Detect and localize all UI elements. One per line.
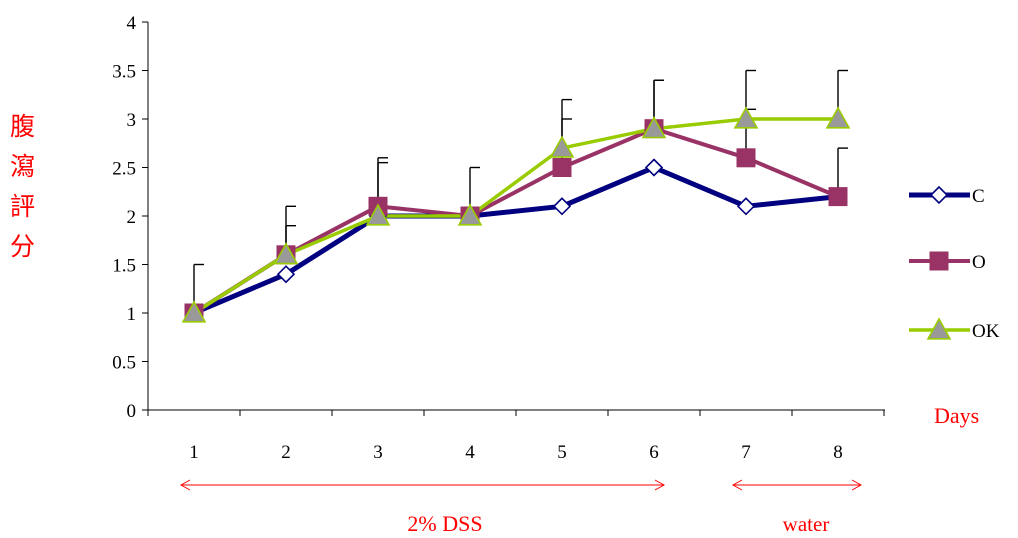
data-point-ok: [181, 300, 207, 323]
legend-label-o: O: [972, 252, 986, 273]
data-point-c: [552, 197, 572, 216]
x-axis-ticks: 1 2 3 4 5 6 7 8: [147, 410, 885, 463]
annotation-arrow-head: [851, 479, 863, 491]
x-tick-label: 3: [373, 442, 383, 463]
y-axis-label-char: 評: [10, 192, 35, 221]
y-tick-label: 0: [127, 401, 137, 422]
data-point-ok: [365, 203, 391, 226]
y-tick-label: 2.5: [112, 159, 136, 180]
annotation-arrow-head: [654, 479, 666, 491]
x-tick-label: 7: [741, 442, 751, 463]
data-point-c: [736, 197, 756, 216]
data-point-c: [276, 265, 296, 284]
y-tick-label: 4: [127, 13, 137, 34]
data-point-ok: [733, 106, 759, 129]
legend-marker-ok: [926, 317, 952, 340]
y-axis-label-char: 分: [10, 232, 35, 261]
error-bars: [193, 69, 848, 313]
x-tick-label: 2: [281, 442, 291, 463]
series-line-ok: [193, 117, 838, 315]
y-tick-label: 3.5: [112, 62, 136, 83]
axes: [147, 22, 885, 411]
x-axis-label: Days: [934, 403, 979, 428]
legend: C O OK: [909, 185, 1000, 342]
x-tick-label: 6: [649, 442, 659, 463]
x-tick-label: 1: [189, 442, 199, 463]
data-point-c: [644, 158, 664, 177]
data-point-ok: [273, 242, 299, 265]
annotations: 2% DSS water: [179, 479, 863, 536]
data-point-ok: [457, 203, 483, 226]
data-point-ok: [825, 106, 851, 129]
data-point-o: [828, 187, 848, 207]
y-tick-label: 1: [127, 304, 137, 325]
legend-label-ok: OK: [972, 321, 1000, 342]
annotation-arrow-head: [731, 479, 743, 491]
y-axis-label-char: 腹: [10, 112, 35, 141]
y-tick-label: 0.5: [112, 353, 136, 374]
data-point-o: [736, 148, 756, 168]
data-point-ok: [641, 116, 667, 139]
x-tick-label: 5: [557, 442, 567, 463]
y-tick-label: 3: [127, 110, 137, 131]
x-tick-label: 4: [465, 442, 475, 463]
x-tick-label: 8: [833, 442, 843, 463]
legend-marker-o: [929, 251, 949, 271]
data-point-o: [552, 158, 572, 177]
y-axis-ticks: 0 0.5 1 1.5 2 2.5 3 3.5 4: [112, 13, 148, 422]
series-line-c: [193, 165, 839, 316]
legend-marker-c: [929, 185, 949, 205]
annotation-arrow-head: [179, 479, 191, 491]
y-tick-label: 1.5: [112, 256, 136, 277]
series-markers: [181, 106, 851, 323]
data-point-ok: [549, 135, 575, 158]
legend-label-c: C: [972, 186, 985, 207]
series-lines: [192, 117, 839, 316]
y-axis-label-char: 瀉: [10, 152, 35, 181]
y-tick-label: 2: [127, 207, 137, 228]
annotation-label-dss: 2% DSS: [407, 511, 482, 536]
annotation-label-water: water: [783, 512, 830, 536]
